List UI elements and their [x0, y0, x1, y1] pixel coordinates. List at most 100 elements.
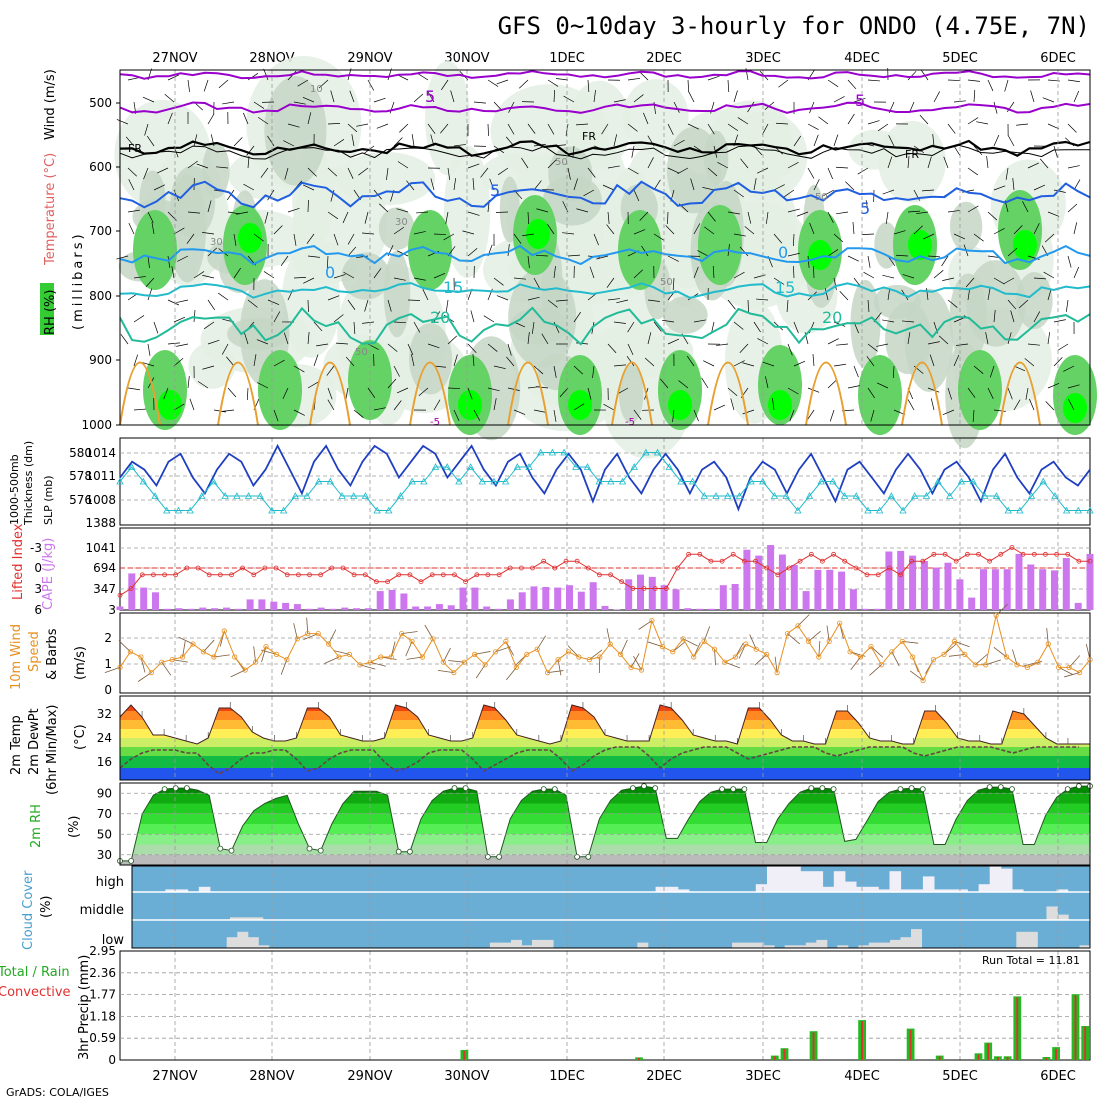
temp2m-tick: 24	[97, 731, 112, 745]
rh2m-label-a: 2m RH	[29, 804, 44, 848]
pressure-tick: 800	[89, 289, 112, 303]
cape-bar	[637, 575, 644, 610]
cape-bar	[814, 570, 821, 610]
rh-bright-area	[808, 240, 832, 270]
cape-bar	[176, 608, 183, 610]
cape-bar	[874, 609, 881, 610]
cape-bar	[282, 603, 289, 610]
bottom-date-label: 5DEC	[942, 1069, 978, 1084]
temp-band	[120, 720, 1090, 729]
contour-label: 15	[443, 278, 463, 297]
rh-bands	[120, 783, 1090, 865]
wind10-line	[120, 615, 1090, 680]
contour-label: 30	[210, 237, 223, 248]
cape-bar	[566, 585, 573, 610]
wind10-ylabels: 10m Wind Speed & Barbs (m/s)	[9, 624, 88, 690]
cape-bar	[223, 608, 230, 610]
temp2m-label-b: 2m DewPt	[27, 708, 42, 775]
precip-tick: 1.18	[89, 1009, 116, 1023]
rh-point	[407, 849, 412, 854]
run-total: Run Total = 11.81	[982, 954, 1080, 967]
contour-label: 5	[860, 199, 870, 218]
slp-tick: 1014	[85, 446, 116, 460]
precip-conv-bar	[1016, 997, 1018, 1060]
cloud-bar	[901, 937, 912, 948]
cape-bar	[507, 599, 514, 610]
rh-bright-area	[768, 390, 792, 420]
cloud-bar	[490, 943, 501, 948]
precip-conv-bar	[997, 1057, 999, 1060]
rh-green-area	[858, 355, 902, 435]
cape-bar	[803, 591, 810, 610]
cape-bar	[980, 569, 987, 610]
precip-tick: 0.59	[89, 1031, 116, 1045]
bottom-date-label: 3DEC	[745, 1069, 781, 1084]
rh-point	[452, 786, 457, 791]
cape-bar	[235, 609, 242, 610]
cape-bar	[850, 589, 857, 610]
contour-label: -5	[430, 417, 440, 428]
cape-bar	[329, 609, 336, 610]
cloud-bar	[911, 929, 922, 948]
rh-point	[173, 786, 178, 791]
cloud-bar	[543, 940, 554, 948]
rh-band	[120, 804, 1090, 814]
cape-bar	[377, 591, 384, 610]
cape-bar	[708, 609, 715, 610]
cape-bar	[483, 607, 490, 611]
cape-bar	[1027, 565, 1034, 611]
cape-bar	[519, 592, 526, 610]
rh-band	[120, 783, 1090, 793]
precip-conv-bar	[987, 1043, 989, 1060]
temp2m-tick: 32	[97, 707, 112, 721]
precip-conv-bar	[1055, 1049, 1057, 1060]
cloud-bar	[1027, 932, 1038, 948]
precip-conv-bar	[774, 1056, 776, 1060]
cape-bar	[921, 561, 928, 610]
wind10-tick: 0	[104, 683, 112, 697]
cape-bar	[1063, 558, 1070, 610]
cloud-bar	[237, 932, 248, 948]
cape-bar	[199, 608, 206, 610]
wind10-label-d: (m/s)	[73, 646, 88, 680]
contour-label: 5	[855, 91, 865, 110]
cape-bar	[673, 589, 680, 610]
rh-point	[307, 846, 312, 851]
pressure-tick: 600	[89, 160, 112, 174]
cloud-bar	[199, 887, 211, 892]
temp-band	[120, 747, 1090, 756]
wind10-label-c: & Barbs	[45, 628, 60, 680]
contour-label: 20	[822, 308, 842, 327]
cape-bar	[164, 609, 171, 610]
top-date-label: 1DEC	[549, 51, 585, 66]
cloud-bar	[789, 866, 801, 892]
cape-bar	[531, 586, 538, 610]
contour-label: 10	[310, 84, 323, 95]
rh-point	[987, 785, 992, 790]
rh-bright-area	[238, 223, 262, 253]
rh-point	[653, 786, 658, 791]
cape-bar	[471, 588, 478, 610]
cape-bar	[542, 587, 549, 610]
cloud-bar	[753, 943, 764, 948]
cape-bar	[353, 608, 360, 610]
rh2m-tick: 30	[97, 848, 112, 862]
cape-bar	[424, 607, 431, 611]
precip-conv-bar	[978, 1055, 980, 1061]
cape-bar	[779, 555, 786, 611]
pressure-tick: 700	[89, 224, 112, 238]
rh-point	[162, 787, 167, 792]
cape-bar	[791, 565, 798, 610]
contour-label: 0	[325, 263, 335, 282]
cape-bar	[152, 592, 159, 610]
precip-conv-bar	[1084, 1027, 1086, 1060]
wind10-tick: 1	[104, 657, 112, 671]
rh-point	[831, 787, 836, 792]
cape-bar	[968, 598, 975, 610]
cloud-bg	[132, 866, 1090, 948]
precip-ylabels: Total / Rain Convective 3hr Precip (mm) …	[0, 954, 1080, 1060]
